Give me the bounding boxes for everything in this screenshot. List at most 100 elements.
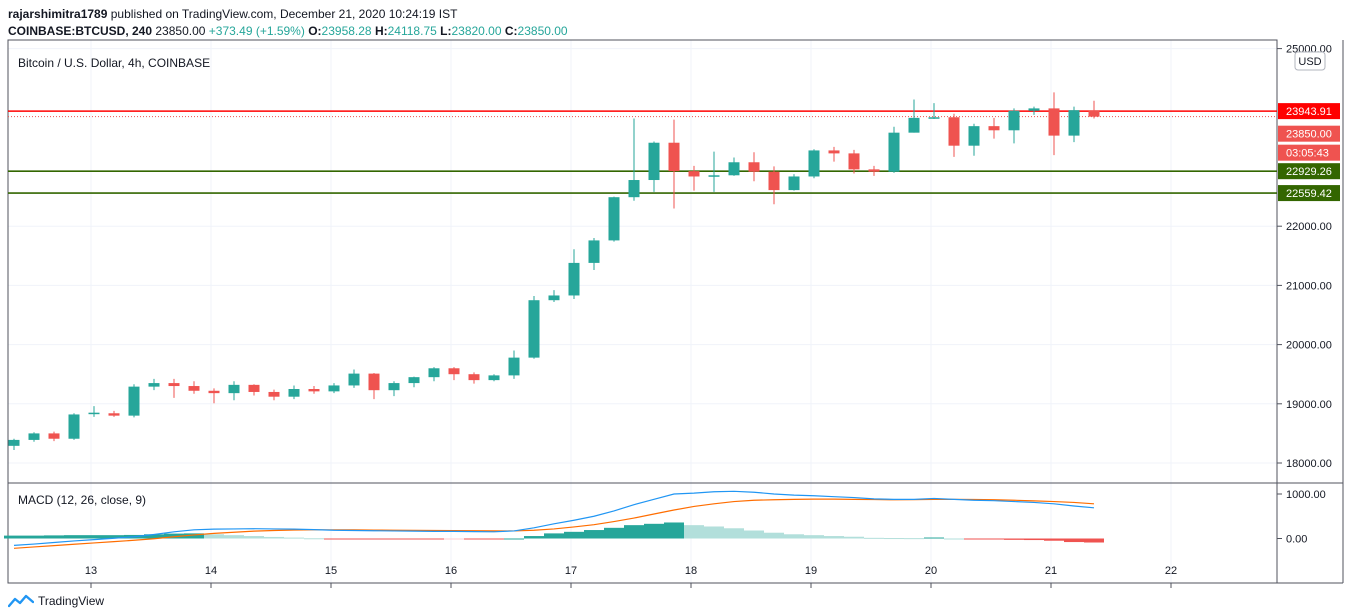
currency-badge[interactable]: USD — [1294, 51, 1326, 71]
candle-up — [428, 368, 440, 378]
macd-histogram-bar — [1004, 538, 1024, 540]
level-lines — [8, 110, 1277, 194]
x-tick-label: 14 — [205, 565, 217, 577]
macd-histogram-bar — [4, 535, 24, 539]
ohlc-line: COINBASE:BTCUSD, 240 23850.00 +373.49 (+… — [8, 24, 568, 38]
price-tags: 23943.91 23850.00 03:05:43 22929.26 22559.42 — [1278, 103, 1340, 202]
open-label: O: — [308, 24, 322, 38]
candle-down — [368, 373, 380, 391]
x-tick-label: 20 — [925, 565, 937, 577]
macd-histogram-bar — [1064, 538, 1084, 543]
candle-up — [288, 389, 300, 397]
grid-lines — [8, 40, 1277, 583]
macd-histogram-bar — [604, 527, 624, 539]
candle-up — [528, 300, 540, 358]
support-tag: 22929.26 — [1286, 166, 1332, 178]
resistance-tag: 23943.91 — [1286, 106, 1332, 118]
macd-histogram-bar — [324, 538, 344, 540]
candle-down — [188, 386, 200, 391]
candle-down — [1088, 110, 1100, 117]
macd-histogram-bar — [164, 533, 184, 539]
candle-down — [208, 390, 220, 394]
macd-histogram-bar — [584, 530, 604, 539]
macd-histogram-bar — [384, 538, 404, 540]
macd-histogram-bar — [724, 528, 744, 539]
macd-histogram-bar — [624, 525, 644, 539]
macd-histogram-bar — [184, 533, 204, 539]
candle-up — [388, 383, 400, 391]
candle-up — [148, 383, 160, 387]
macd-histogram-bar — [24, 535, 44, 539]
macd-histogram-bar — [884, 538, 904, 540]
macd-histogram-bar — [784, 534, 804, 539]
author-name[interactable]: rajarshimitra1789 — [8, 7, 108, 21]
y-tick-label: 21000.00 — [1286, 280, 1332, 292]
last-price-tag: 23850.00 — [1286, 129, 1332, 141]
candle-up — [128, 386, 140, 416]
x-tick-label: 16 — [445, 565, 457, 577]
macd-histogram-bar — [664, 522, 684, 539]
macd-y-tick-label: 0.00 — [1286, 534, 1307, 546]
resistance-tag-bg — [1278, 103, 1340, 120]
candle-down — [668, 142, 680, 172]
currency-badge-label: USD — [1298, 56, 1321, 68]
candle-down — [948, 117, 960, 146]
open-value: 23958.28 — [321, 24, 372, 38]
macd-histogram-bar — [264, 536, 284, 539]
published-text: published on TradingView.com, December 2… — [110, 7, 458, 21]
change-value: +373.49 (+1.59%) — [208, 24, 305, 38]
low-label: L: — [440, 24, 452, 38]
chart-frame — [7, 39, 1278, 584]
macd-line — [13, 490, 1095, 546]
candle-up — [728, 162, 740, 176]
candle-up — [88, 412, 100, 415]
macd-histogram-bar — [424, 538, 444, 540]
macd-histogram-bar — [284, 537, 304, 539]
macd-histogram-bar — [364, 538, 384, 540]
candle-down — [468, 374, 480, 381]
macd-histogram-bar — [844, 536, 864, 539]
candle-up — [648, 142, 660, 181]
candle-up — [568, 262, 580, 296]
countdown-tag: 03:05:43 — [1286, 148, 1329, 160]
high-value: 24118.75 — [387, 24, 437, 38]
candle-down — [448, 368, 460, 375]
macd-histogram-bar — [644, 523, 664, 539]
x-tick-label: 19 — [805, 565, 817, 577]
macd-histogram-bar — [1084, 538, 1104, 543]
macd-histogram-bar — [544, 533, 564, 539]
macd-histogram-bar — [84, 535, 104, 539]
candle-up — [68, 414, 80, 439]
candle-up — [808, 150, 820, 177]
macd-histogram-bar — [484, 538, 504, 540]
close-label: C: — [504, 24, 518, 38]
chart-canvas[interactable]: Bitcoin / U.S. Dollar, 4h, COINBASE MACD… — [0, 0, 1348, 590]
x-tick-label: 22 — [1165, 565, 1177, 577]
time-axis: 13 14 15 16 17 18 19 20 21 22 — [85, 565, 1177, 588]
footer-brand[interactable]: TradingView — [8, 594, 104, 608]
macd-label: MACD (12, 26, close, 9) — [18, 493, 146, 507]
candle-up — [788, 176, 800, 191]
macd-histogram-bar — [524, 536, 544, 539]
macd-histogram-bar — [904, 538, 924, 540]
macd-histogram-bar — [244, 536, 264, 539]
candle-down — [988, 126, 1000, 131]
x-tick-label: 17 — [565, 565, 577, 577]
publish-line: rajarshimitra1789 published on TradingVi… — [8, 7, 457, 21]
support-tag-bg — [1278, 185, 1340, 202]
symbol-label: COINBASE:BTCUSD, 240 — [8, 24, 153, 38]
candle-up — [708, 175, 720, 177]
macd-histogram-bar — [344, 538, 364, 540]
candle-down — [848, 153, 860, 170]
macd-histogram-bar — [44, 535, 64, 539]
macd-histogram-bar — [964, 538, 984, 540]
macd-histogram-bar — [404, 538, 424, 540]
x-tick-label: 21 — [1045, 565, 1057, 577]
y-tick-label: 22000.00 — [1286, 221, 1332, 233]
y-tick-label: 18000.00 — [1286, 458, 1332, 470]
candle-up — [228, 384, 240, 394]
high-label: H: — [374, 24, 388, 38]
macd-y-tick-label: 1000.00 — [1286, 489, 1326, 501]
candle-down — [828, 150, 840, 154]
candle-down — [108, 413, 120, 416]
